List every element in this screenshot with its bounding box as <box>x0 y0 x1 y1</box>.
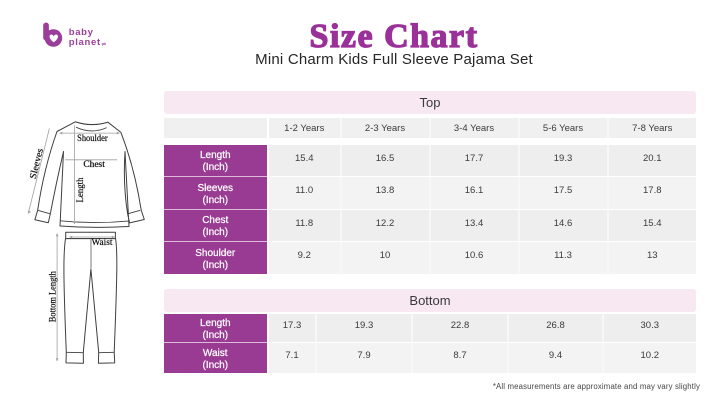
svg-text:baby: baby <box>69 27 94 38</box>
svg-text:pk: pk <box>102 41 106 46</box>
svg-text:Bottom Length: Bottom Length <box>48 271 58 322</box>
svg-text:Shoulder: Shoulder <box>77 134 108 144</box>
svg-text:Length: Length <box>76 177 86 202</box>
svg-text:planet: planet <box>69 37 101 48</box>
svg-text:Sleeves: Sleeves <box>29 147 46 180</box>
svg-text:Waist: Waist <box>92 238 113 248</box>
svg-text:Chest: Chest <box>83 160 105 170</box>
